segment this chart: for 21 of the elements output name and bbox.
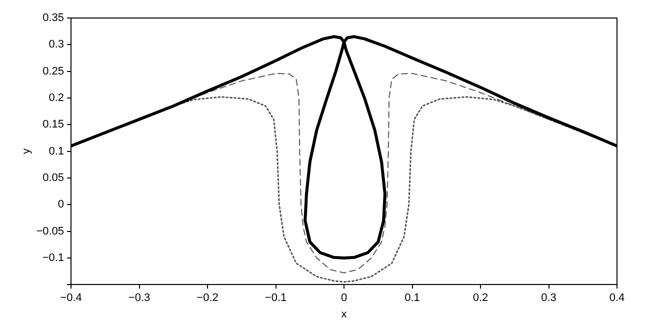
y-tick-label: 0.15 — [42, 118, 64, 131]
y-tick-label: 0.3 — [48, 38, 64, 51]
y-tick-label: 0 — [58, 198, 64, 211]
y-tick-label: 0.05 — [42, 172, 64, 184]
y-axis-title: y — [20, 148, 33, 154]
x-tick-label: −0.2 — [196, 292, 218, 304]
x-tick-label: 0.1 — [404, 292, 420, 304]
y-tick-label: 0.35 — [42, 12, 64, 24]
x-tick-label: −0.3 — [128, 292, 150, 304]
x-tick-label: 0.4 — [609, 292, 625, 304]
x-tick-label: 0 — [340, 292, 348, 304]
y-tick-label: −0.05 — [36, 225, 64, 238]
x-tick-label: 0.3 — [541, 292, 556, 304]
y-tick-label: 0.2 — [48, 92, 64, 104]
y-tick-label: −0.1 — [42, 252, 64, 264]
x-axis-title: x — [341, 308, 348, 320]
x-tick-label: −0.1 — [264, 292, 287, 304]
x-tick-label: −0.4 — [60, 292, 82, 304]
y-tick-label: 0.25 — [42, 65, 64, 78]
y-tick-label: 0.1 — [48, 145, 64, 158]
x-tick-label: 0.2 — [472, 292, 488, 304]
